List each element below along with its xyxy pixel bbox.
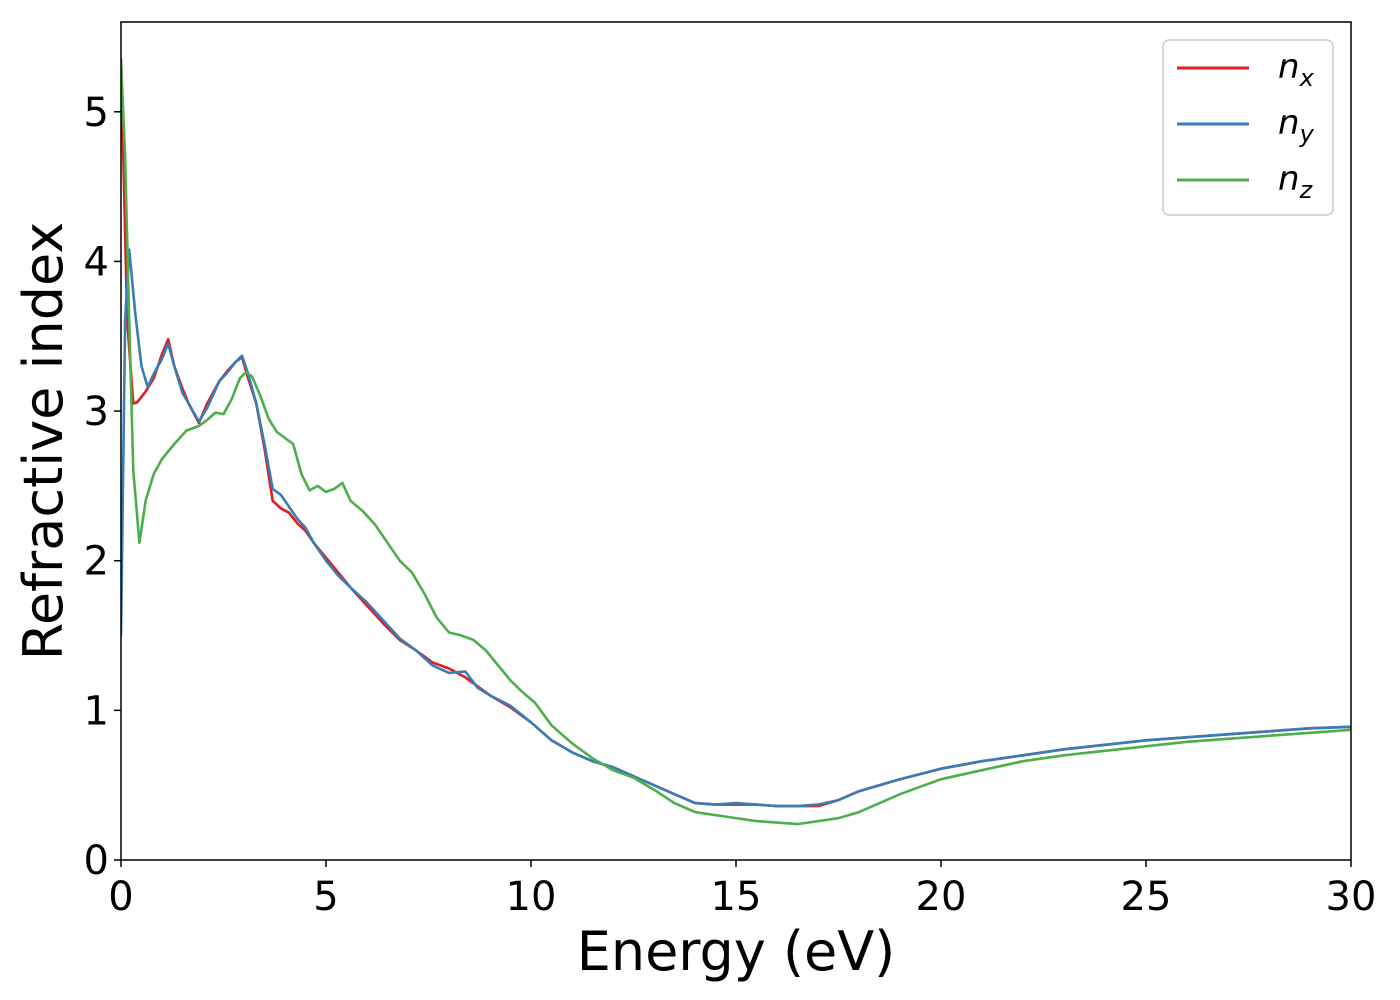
y-tick-label: 0 [84, 838, 109, 884]
x-tick-label: 25 [1121, 874, 1172, 920]
y-tick-label: 2 [84, 539, 109, 585]
x-axis-label: Energy (eV) [577, 920, 896, 983]
legend: nx ny nz [1162, 39, 1334, 216]
legend-label-nx: nx [1278, 47, 1315, 92]
legend-label-ny: ny [1278, 103, 1315, 148]
y-tick-label: 1 [84, 688, 109, 734]
y-tick-label: 4 [84, 239, 109, 285]
legend-label-nz: nz [1278, 159, 1314, 204]
y-axis: 0 1 2 3 4 5 [84, 90, 121, 884]
series-line-ny [121, 248, 1351, 808]
legend-box [1162, 39, 1334, 216]
x-axis: 0 5 10 15 20 25 30 [108, 860, 1376, 920]
y-tick-label: 3 [84, 389, 109, 435]
y-tick-label: 5 [84, 90, 109, 136]
series-layer [121, 58, 1351, 826]
x-tick-label: 15 [711, 874, 762, 920]
x-tick-label: 0 [108, 874, 133, 920]
series-line-nz [121, 58, 1351, 826]
x-tick-label: 30 [1326, 874, 1377, 920]
x-tick-label: 20 [916, 874, 967, 920]
x-tick-label: 10 [506, 874, 557, 920]
x-tick-label: 5 [313, 874, 338, 920]
y-axis-label: Refractive index [12, 222, 75, 661]
